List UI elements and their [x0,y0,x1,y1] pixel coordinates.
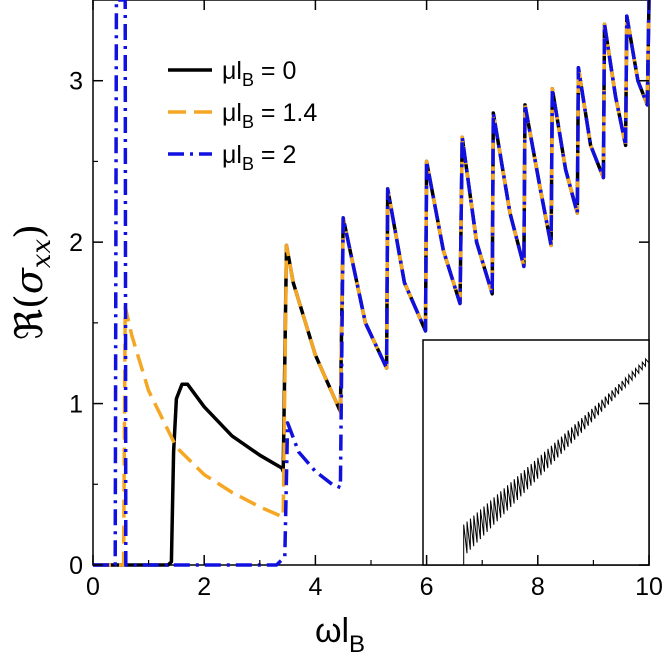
inset-curve [463,357,650,565]
series-layer [93,0,651,567]
plot-area [92,0,651,567]
x-tick-label: 0 [86,573,100,601]
legend-label-2: μlB = 2 [222,141,296,174]
inset-frame [422,339,650,566]
y-axis-title: ℜ(σxx) [7,224,57,340]
y-tick-label: 3 [69,68,83,96]
x-axis-ticks: 0 2 4 6 8 10 [86,0,663,601]
legend: μlB = 0 μlB = 1.4 μlB = 2 [168,57,317,174]
legend-label-0: μlB = 0 [222,57,296,90]
y-tick-label: 0 [69,552,83,580]
x-tick-label: 6 [420,573,434,601]
y-axis-ticks: 0 1 2 3 [69,68,649,580]
y-tick-label: 2 [69,229,83,257]
legend-label-1: μlB = 1.4 [222,99,317,132]
x-tick-label: 10 [635,573,663,601]
series-line-2 [93,0,651,567]
x-tick-label: 8 [531,573,545,601]
x-tick-label: 2 [197,573,211,601]
x-axis-title: ωlB [315,612,365,658]
x-tick-label: 4 [308,573,322,601]
inset-plot [422,339,650,566]
y-tick-label: 1 [69,391,83,419]
